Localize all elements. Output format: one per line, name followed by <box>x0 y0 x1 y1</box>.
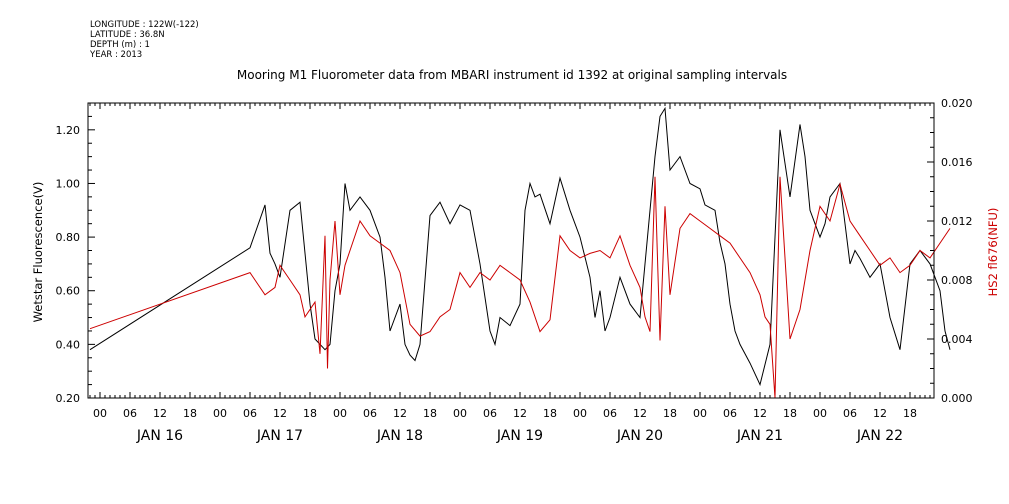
y2-axis-label: HS2 fl676(NFU) <box>986 208 1000 297</box>
axis-ticks: 0.20 0.40 0.60 0.80 1.00 1.20 0.000 0.004 0.008 0… <box>56 97 973 444</box>
depth-label: DEPTH (m) : 1 <box>90 40 150 50</box>
hour-tick-label: 12 <box>873 407 887 420</box>
hour-tick-label: 00 <box>813 407 827 420</box>
latitude-label: LATITUDE : 36.8N <box>90 30 165 40</box>
hour-tick-label: 18 <box>543 407 557 420</box>
left-tick-label: 0.40 <box>56 338 81 351</box>
hour-tick-label: 00 <box>333 407 347 420</box>
hour-tick-label: 18 <box>903 407 917 420</box>
hour-tick-label: 12 <box>513 407 527 420</box>
chart-title: Mooring M1 Fluorometer data from MBARI i… <box>237 68 787 82</box>
hour-tick-label: 00 <box>693 407 707 420</box>
day-label: JAN 21 <box>736 428 783 444</box>
hour-tick-label: 00 <box>573 407 587 420</box>
left-tick-label: 1.00 <box>56 177 81 190</box>
hour-tick-label: 12 <box>153 407 167 420</box>
right-tick-label: 0.020 <box>941 97 973 110</box>
left-tick-label: 0.60 <box>56 285 81 298</box>
left-tick-label: 0.20 <box>56 392 81 405</box>
right-tick-label: 0.016 <box>941 156 973 169</box>
hour-tick-label: 12 <box>273 407 287 420</box>
data-series <box>89 106 951 399</box>
hs2-series-line <box>89 176 951 399</box>
wetstar-series-line <box>89 106 951 387</box>
hour-tick-label: 12 <box>633 407 647 420</box>
hour-tick-label: 18 <box>783 407 797 420</box>
right-tick-label: 0.000 <box>941 392 973 405</box>
year-label: YEAR : 2013 <box>90 50 143 60</box>
right-tick-label: 0.008 <box>941 274 973 287</box>
day-label: JAN 22 <box>856 428 903 444</box>
hour-tick-label: 18 <box>663 407 677 420</box>
hour-tick-label: 12 <box>393 407 407 420</box>
hour-tick-label: 06 <box>843 407 857 420</box>
day-label: JAN 19 <box>496 428 543 444</box>
plot-frame <box>87 102 935 399</box>
right-tick-label: 0.004 <box>941 333 973 346</box>
day-label: JAN 16 <box>136 428 183 444</box>
hour-tick-label: 06 <box>483 407 497 420</box>
longitude-label: LONGITUDE : 122W(-122) <box>90 20 199 30</box>
hour-tick-label: 00 <box>453 407 467 420</box>
hour-tick-label: 12 <box>753 407 767 420</box>
metadata-block: LONGITUDE : 122W(-122) LATITUDE : 36.8N … <box>90 20 199 60</box>
hour-tick-label: 00 <box>93 407 107 420</box>
hour-tick-label: 18 <box>183 407 197 420</box>
hour-tick-label: 06 <box>363 407 377 420</box>
day-label: JAN 18 <box>376 428 423 444</box>
hour-tick-label: 06 <box>123 407 137 420</box>
hour-tick-label: 00 <box>213 407 227 420</box>
hour-tick-label: 18 <box>423 407 437 420</box>
day-label: JAN 17 <box>256 428 303 444</box>
y-axis-label: Wetstar Fluorescence(V) <box>31 182 45 323</box>
left-tick-label: 1.20 <box>56 124 81 137</box>
hour-tick-label: 06 <box>243 407 257 420</box>
hour-tick-label: 06 <box>603 407 617 420</box>
right-tick-label: 0.012 <box>941 215 973 228</box>
day-label: JAN 20 <box>616 428 663 444</box>
left-tick-label: 0.80 <box>56 231 81 244</box>
hour-tick-label: 06 <box>723 407 737 420</box>
hour-tick-label: 18 <box>303 407 317 420</box>
